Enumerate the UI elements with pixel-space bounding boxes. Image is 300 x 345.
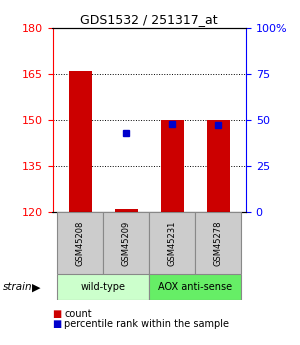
Bar — [57, 274, 149, 300]
Bar — [161, 120, 184, 212]
Text: percentile rank within the sample: percentile rank within the sample — [64, 319, 230, 329]
Bar — [115, 209, 138, 212]
Bar — [103, 212, 149, 274]
Text: AOX anti-sense: AOX anti-sense — [158, 282, 232, 292]
Text: count: count — [64, 309, 92, 319]
Bar — [149, 212, 195, 274]
Text: GSM45231: GSM45231 — [168, 220, 177, 266]
Bar — [207, 120, 230, 212]
Text: ■: ■ — [52, 319, 62, 329]
Title: GDS1532 / 251317_at: GDS1532 / 251317_at — [80, 13, 218, 27]
Bar — [57, 212, 103, 274]
Text: GSM45208: GSM45208 — [76, 220, 85, 266]
Text: GSM45209: GSM45209 — [122, 220, 131, 266]
Text: GSM45278: GSM45278 — [214, 220, 223, 266]
Text: strain: strain — [3, 282, 33, 292]
Bar — [69, 71, 92, 212]
Text: ■: ■ — [52, 309, 62, 319]
Bar — [195, 212, 242, 274]
Text: ▶: ▶ — [32, 282, 40, 292]
Text: wild-type: wild-type — [81, 282, 126, 292]
Bar — [149, 274, 242, 300]
